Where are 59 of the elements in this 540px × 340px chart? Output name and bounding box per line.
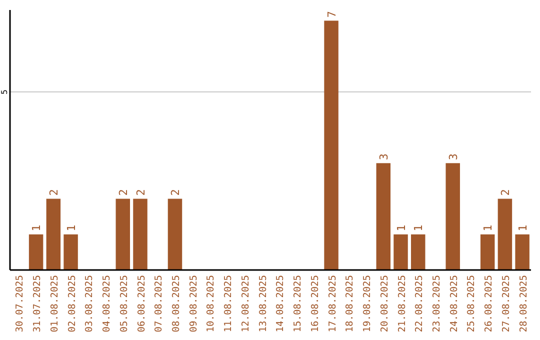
data-label: 7 — [325, 11, 338, 18]
x-tick-label: 09.08.2025 — [188, 275, 200, 332]
x-tick-label: 18.08.2025 — [344, 275, 356, 332]
data-label: 2 — [116, 189, 130, 196]
x-tick-label: 24.08.2025 — [448, 275, 460, 332]
x-tick-label: 08.08.2025 — [170, 275, 182, 332]
bar — [498, 198, 512, 270]
x-tick-label: 14.08.2025 — [275, 275, 286, 332]
x-tick-label: 02.08.2025 — [66, 275, 78, 332]
data-label: 1 — [30, 224, 44, 232]
bar — [116, 198, 130, 270]
bar — [28, 234, 44, 270]
bar — [168, 198, 182, 270]
bar — [46, 198, 61, 270]
data-label: 1 — [412, 224, 426, 232]
data-label: 2 — [498, 189, 512, 196]
bar — [64, 234, 78, 270]
x-tick-label: 06.08.2025 — [136, 275, 148, 332]
x-tick-label: 03.08.2025 — [84, 275, 96, 332]
data-label: 3 — [377, 154, 390, 160]
data-label: 1 — [482, 224, 495, 232]
x-tick-label: 31.07.2025 — [32, 275, 44, 332]
bar — [515, 234, 530, 270]
x-tick-label: 21.08.2025 — [396, 275, 408, 332]
x-tick-label: 20.08.2025 — [379, 275, 390, 332]
x-tick-label: 23.08.2025 — [431, 275, 442, 332]
data-label: 1 — [516, 224, 530, 232]
y-tick-label: 5 — [0, 89, 9, 94]
x-tick-label: 11.08.2025 — [223, 275, 234, 332]
data-label: 2 — [47, 189, 60, 196]
bar — [376, 163, 391, 270]
x-tick-label: 12.08.2025 — [240, 275, 252, 332]
data-label: 2 — [134, 189, 148, 196]
x-tick-label: 22.08.2025 — [414, 275, 426, 332]
bar — [410, 234, 426, 270]
x-tick-label: 01.08.2025 — [49, 275, 60, 332]
x-tick-label: 13.08.2025 — [258, 275, 269, 332]
x-tick-label: 17.08.2025 — [327, 275, 338, 332]
x-tick-label: 27.08.2025 — [500, 275, 512, 332]
bar — [446, 163, 460, 270]
x-tick-label: 07.08.2025 — [154, 275, 165, 332]
x-tick-label: 30.07.2025 — [14, 275, 26, 332]
x-tick-label: 10.08.2025 — [206, 275, 217, 332]
bar — [480, 234, 495, 270]
bar — [133, 198, 148, 270]
data-label: 1 — [394, 224, 408, 232]
data-label: 1 — [64, 224, 78, 232]
x-tick-label: 04.08.2025 — [102, 275, 113, 332]
x-tick-label: 19.08.2025 — [362, 275, 374, 332]
x-tick-label: 16.08.2025 — [310, 275, 321, 332]
bar — [394, 234, 408, 270]
x-tick-label: 25.08.2025 — [466, 275, 478, 332]
data-label: 3 — [446, 154, 460, 160]
data-label: 2 — [168, 189, 182, 196]
x-tick-label: 15.08.2025 — [292, 275, 304, 332]
x-tick-label: 05.08.2025 — [118, 275, 130, 332]
x-tick-label: 28.08.2025 — [518, 275, 530, 332]
bar — [324, 20, 338, 270]
x-tick-label: 26.08.2025 — [484, 275, 495, 332]
